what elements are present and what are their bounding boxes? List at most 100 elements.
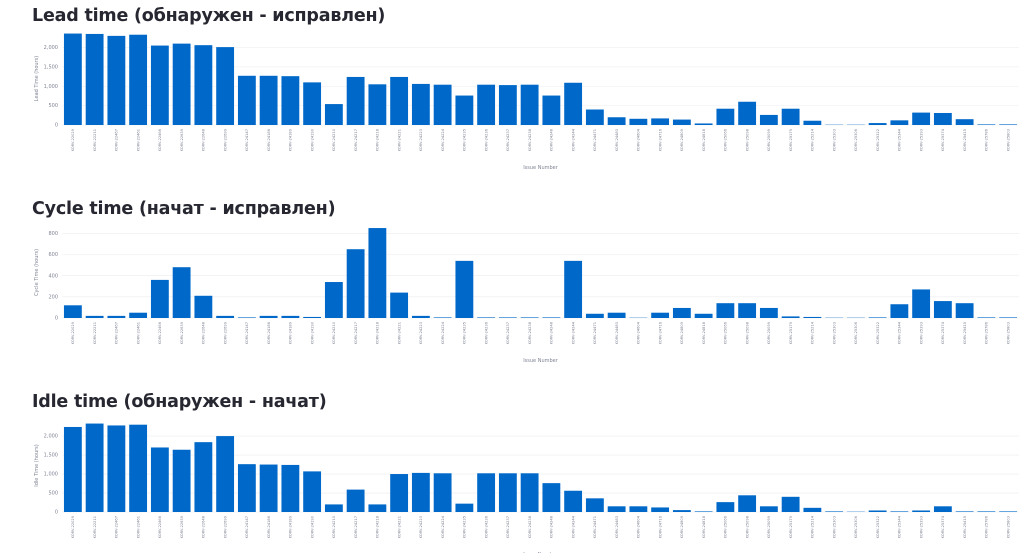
bar[interactable] (63, 33, 82, 125)
bar[interactable] (890, 120, 909, 125)
bar[interactable] (520, 317, 539, 318)
bar[interactable] (85, 423, 104, 512)
bar[interactable] (716, 108, 735, 125)
bar[interactable] (694, 511, 713, 512)
bar[interactable] (455, 260, 474, 318)
bar[interactable] (63, 305, 82, 318)
bar[interactable] (194, 442, 213, 512)
bar[interactable] (585, 313, 604, 318)
bar[interactable] (759, 506, 778, 512)
bar[interactable] (738, 495, 757, 512)
bar[interactable] (607, 506, 626, 512)
bar[interactable] (585, 109, 604, 126)
bar[interactable] (346, 76, 365, 125)
bar[interactable] (433, 473, 452, 512)
bar[interactable] (542, 95, 561, 125)
bar[interactable] (651, 118, 670, 125)
bar[interactable] (672, 510, 691, 512)
bar[interactable] (672, 119, 691, 125)
bar[interactable] (390, 474, 409, 512)
bar[interactable] (933, 301, 952, 318)
bar[interactable] (738, 303, 757, 318)
bar[interactable] (803, 316, 822, 318)
bar[interactable] (977, 317, 996, 318)
bar[interactable] (868, 317, 887, 318)
bar[interactable] (999, 317, 1018, 318)
bar[interactable] (85, 33, 104, 125)
bar[interactable] (107, 315, 126, 318)
bar[interactable] (237, 464, 256, 512)
bar[interactable] (933, 506, 952, 512)
bar[interactable] (477, 317, 496, 318)
bar[interactable] (346, 489, 365, 512)
bar[interactable] (433, 317, 452, 318)
bar[interactable] (564, 490, 583, 512)
bar[interactable] (890, 304, 909, 318)
bar[interactable] (129, 312, 148, 318)
bar[interactable] (716, 502, 735, 512)
bar[interactable] (390, 292, 409, 318)
bar[interactable] (803, 507, 822, 512)
bar[interactable] (216, 315, 235, 318)
bar[interactable] (694, 313, 713, 318)
bar[interactable] (564, 82, 583, 125)
bar[interactable] (303, 82, 322, 125)
bar[interactable] (868, 510, 887, 512)
bar[interactable] (324, 104, 343, 125)
bar[interactable] (390, 76, 409, 125)
bar[interactable] (738, 101, 757, 125)
bar[interactable] (781, 316, 800, 318)
bar[interactable] (759, 114, 778, 125)
bar[interactable] (107, 35, 126, 125)
bar[interactable] (303, 316, 322, 318)
bar[interactable] (368, 228, 387, 318)
bar[interactable] (172, 449, 191, 512)
bar[interactable] (955, 511, 974, 512)
bar[interactable] (368, 84, 387, 125)
bar[interactable] (868, 123, 887, 125)
bar[interactable] (651, 312, 670, 318)
bar[interactable] (912, 112, 931, 125)
bar[interactable] (216, 436, 235, 512)
bar[interactable] (216, 47, 235, 125)
bar[interactable] (107, 425, 126, 512)
bar[interactable] (63, 426, 82, 512)
bar[interactable] (129, 34, 148, 125)
bar[interactable] (194, 45, 213, 125)
bar[interactable] (694, 123, 713, 125)
bar[interactable] (433, 84, 452, 125)
bar[interactable] (477, 84, 496, 125)
bar[interactable] (411, 83, 430, 125)
bar[interactable] (172, 43, 191, 125)
bar[interactable] (955, 119, 974, 125)
bar[interactable] (977, 511, 996, 512)
bar[interactable] (259, 464, 278, 512)
bar[interactable] (85, 315, 104, 318)
bar[interactable] (411, 315, 430, 318)
bar[interactable] (585, 498, 604, 512)
bar[interactable] (303, 471, 322, 512)
bar[interactable] (803, 120, 822, 125)
bar[interactable] (912, 510, 931, 512)
bar[interactable] (825, 511, 844, 512)
bar[interactable] (150, 279, 169, 318)
bar[interactable] (607, 312, 626, 318)
bar[interactable] (281, 464, 300, 512)
bar[interactable] (672, 307, 691, 318)
bar[interactable] (890, 511, 909, 512)
bar[interactable] (542, 317, 561, 318)
bar[interactable] (542, 483, 561, 512)
bar[interactable] (498, 317, 517, 318)
bar[interactable] (651, 507, 670, 512)
bar[interactable] (781, 496, 800, 512)
bar[interactable] (933, 112, 952, 125)
bar[interactable] (411, 472, 430, 512)
bar[interactable] (607, 117, 626, 125)
bar[interactable] (455, 95, 474, 125)
bar[interactable] (368, 504, 387, 512)
bar[interactable] (324, 282, 343, 318)
bar[interactable] (150, 45, 169, 125)
bar[interactable] (324, 504, 343, 512)
bar[interactable] (912, 289, 931, 318)
bar[interactable] (629, 118, 648, 125)
